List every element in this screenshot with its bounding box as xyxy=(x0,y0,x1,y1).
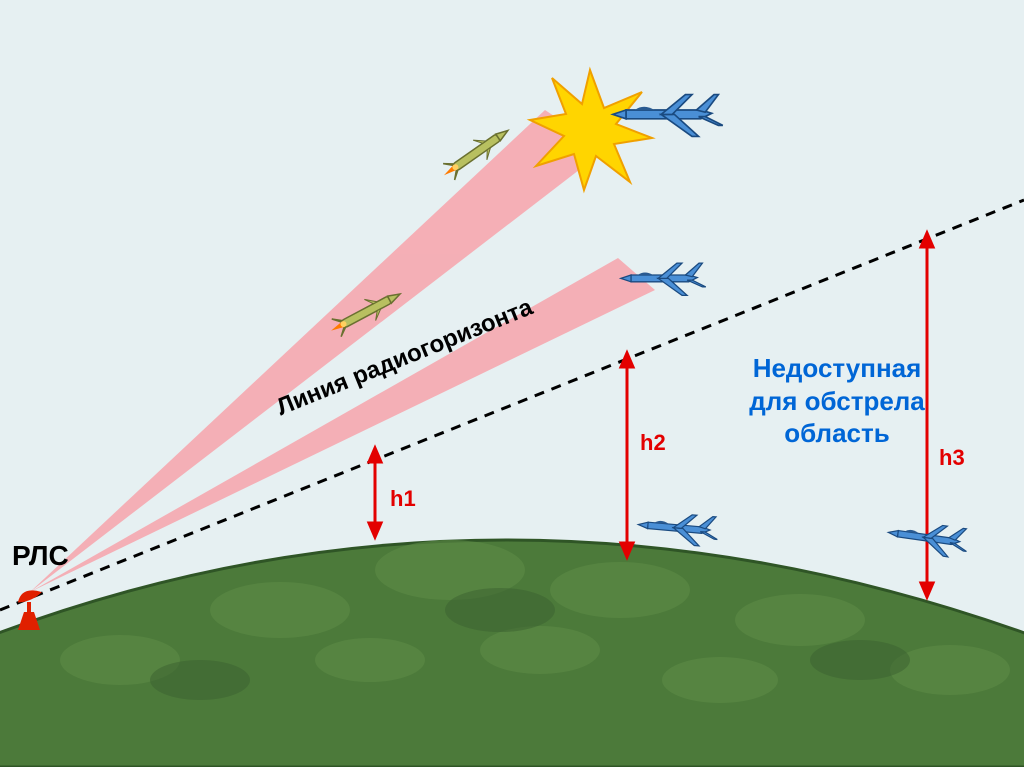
ua-line1: Недоступная xyxy=(753,353,922,383)
ua-line3: область xyxy=(784,418,889,448)
radar-label: РЛС xyxy=(12,540,69,572)
h3-label: h3 xyxy=(939,445,965,471)
unavailable-area-label: Недоступная для обстрела область xyxy=(732,352,942,450)
h1-label: h1 xyxy=(390,486,416,512)
h2-label: h2 xyxy=(640,430,666,456)
ua-line2: для обстрела xyxy=(749,386,925,416)
